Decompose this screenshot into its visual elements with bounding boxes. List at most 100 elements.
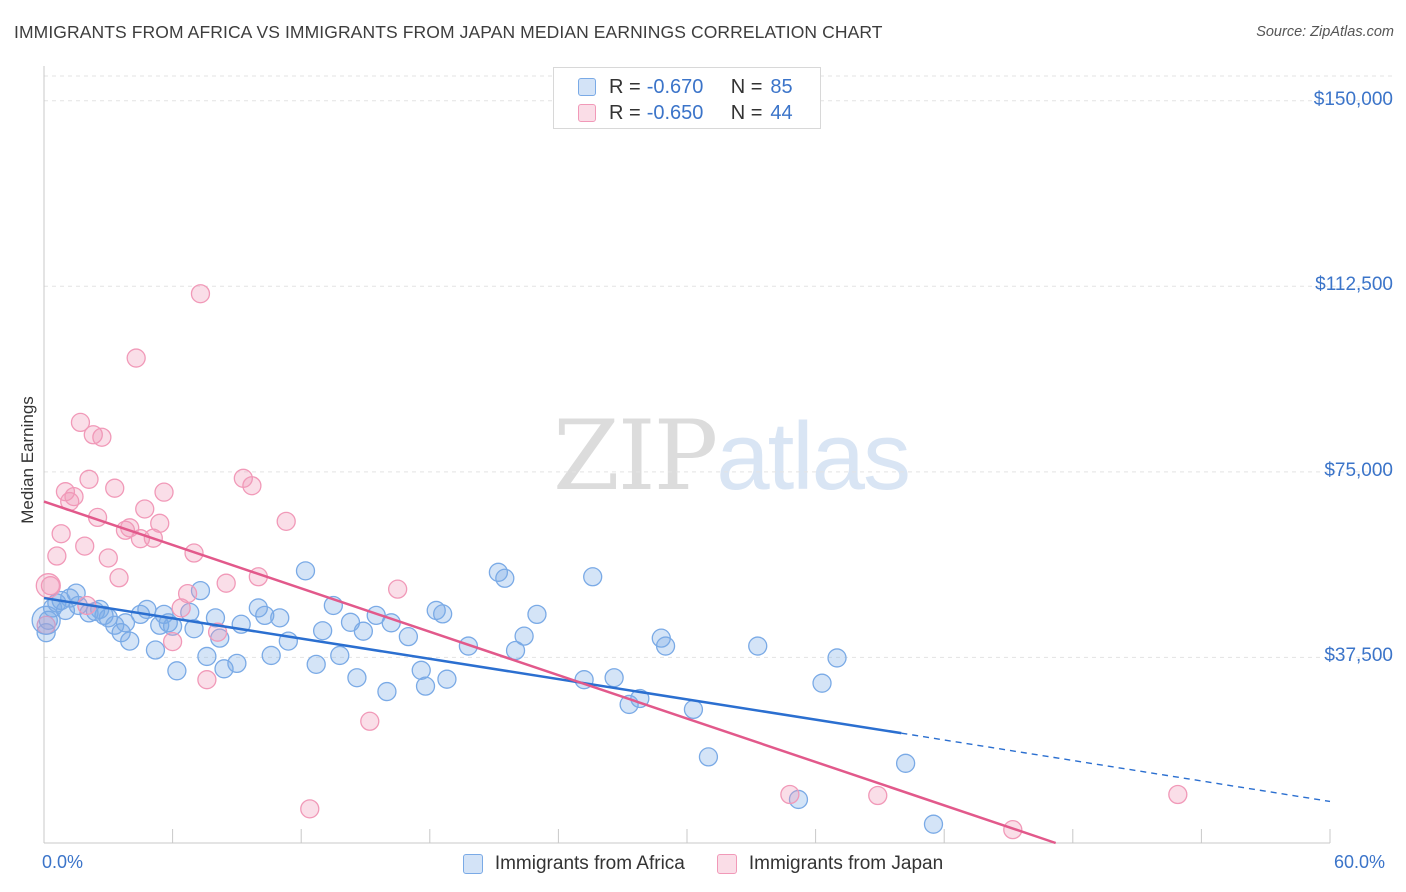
n-label: N = [730, 75, 763, 98]
japan-point [109, 568, 129, 588]
japan-point [276, 511, 296, 532]
japan-point [780, 784, 800, 805]
africa-point [255, 605, 275, 626]
africa-point [261, 645, 281, 666]
japan-legend-label: Immigrants from Japan [748, 853, 944, 874]
africa-point [248, 598, 268, 618]
japan-point [126, 348, 146, 368]
africa-point [923, 814, 944, 834]
japan-point [300, 799, 320, 819]
africa-point [583, 567, 603, 587]
stats-legend-row-japan: R = -0.650 N = 44 [578, 99, 793, 127]
africa-point [748, 636, 768, 656]
africa-point [115, 613, 136, 633]
africa-point [353, 621, 374, 641]
africa-point [36, 623, 56, 643]
japan-point [51, 524, 71, 544]
y-tick-label: $75,000 [1324, 459, 1393, 481]
japan-trend-line [43, 500, 1057, 845]
africa-trend-extension [901, 732, 1331, 803]
japan-point [207, 622, 228, 642]
africa-point-large [31, 605, 61, 635]
africa-point [227, 653, 247, 674]
africa-point [495, 568, 515, 588]
japan-point [242, 476, 262, 496]
japan-point [40, 576, 61, 596]
africa-point [270, 608, 290, 628]
africa-point [120, 631, 140, 651]
n-value: 44 [770, 101, 793, 124]
stats-legend: R = -0.670 N = 85 R = -0.650 N = 44 [553, 67, 821, 129]
africa-point [184, 619, 204, 639]
japan-point [216, 573, 236, 593]
africa-point [895, 753, 916, 773]
africa-point [347, 668, 367, 688]
japan-swatch [578, 104, 596, 122]
africa-point [683, 699, 704, 720]
series-africa [36, 561, 944, 834]
africa-point [812, 673, 832, 693]
japan-point [98, 548, 118, 568]
legend-item-africa[interactable]: Immigrants from Africa [462, 853, 685, 875]
japan-point [64, 486, 84, 507]
series-japan [36, 284, 1188, 840]
japan-point [177, 583, 198, 604]
africa-swatch [578, 78, 596, 96]
japan-legend-swatch [716, 854, 737, 874]
r-value: -0.650 [646, 101, 704, 124]
africa-point [330, 645, 350, 666]
africa-point [145, 640, 166, 660]
africa-point [514, 626, 534, 646]
japan-point [197, 670, 217, 690]
japan-point [154, 482, 174, 502]
r-label: R = [609, 75, 641, 98]
stats-legend-row-africa: R = -0.670 N = 85 [578, 73, 793, 101]
japan-point [387, 579, 408, 599]
y-tick-label: $112,500 [1315, 274, 1393, 296]
japan-point [150, 513, 170, 533]
africa-legend-swatch [462, 854, 483, 874]
africa-point [312, 621, 333, 641]
r-label: R = [609, 101, 641, 124]
r-value: -0.670 [646, 75, 704, 98]
africa-trend-line [43, 596, 902, 735]
africa-point [527, 604, 547, 625]
trend-lines [43, 500, 1331, 845]
africa-point [433, 604, 453, 624]
africa-point [295, 561, 316, 581]
japan-point [135, 499, 155, 519]
n-value: 85 [770, 75, 793, 98]
japan-point [79, 469, 99, 489]
chart-title: IMMIGRANTS FROM AFRICA VS IMMIGRANTS FRO… [14, 22, 883, 42]
japan-point [47, 546, 67, 566]
data-points [31, 284, 1188, 840]
africa-point [411, 660, 431, 680]
axes [43, 66, 1331, 844]
japan-point [1168, 784, 1188, 805]
y-tick-label: $37,500 [1324, 645, 1393, 667]
japan-point [105, 478, 125, 498]
japan-point [190, 284, 211, 304]
africa-point [655, 636, 676, 656]
africa-point [377, 681, 397, 702]
africa-point [205, 608, 226, 628]
japan-point [75, 536, 95, 556]
africa-point [415, 676, 436, 696]
africa-point [698, 747, 719, 767]
x-tick-label-max: 60.0% [1334, 852, 1386, 872]
japan-point [868, 785, 888, 806]
africa-point [827, 648, 847, 668]
source-label: Source: ZipAtlas.com [1256, 24, 1394, 40]
japan-point [360, 711, 380, 731]
japan-point-large [35, 573, 61, 599]
japan-point [92, 427, 112, 447]
africa-point [398, 627, 419, 647]
africa-legend-label: Immigrants from Africa [494, 853, 685, 874]
africa-point [604, 668, 624, 688]
japan-point [162, 631, 183, 652]
africa-point [437, 669, 457, 689]
africa-point [306, 654, 326, 675]
legend-item-japan[interactable]: Immigrants from Japan [716, 853, 944, 875]
africa-point [167, 661, 187, 681]
